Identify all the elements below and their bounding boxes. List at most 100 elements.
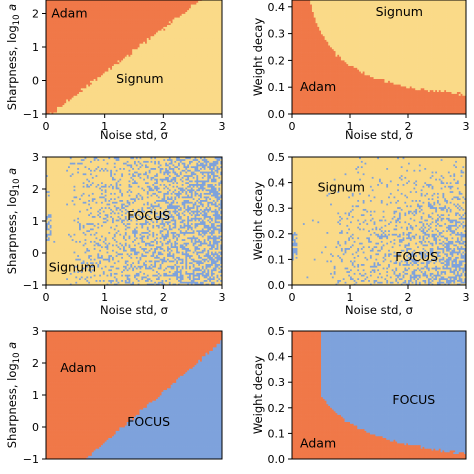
heatmap-cell-signum — [196, 24, 199, 27]
heatmap-cell-signum — [178, 54, 181, 57]
heatmap-cell-signum — [216, 80, 219, 83]
heatmap-cell-signum — [139, 82, 142, 85]
heatmap-cell-signum — [146, 48, 150, 52]
heatmap-cell-signum — [101, 110, 104, 113]
heatmap-cell-signum — [139, 50, 142, 53]
heatmap-cell-signum — [168, 80, 172, 83]
heatmap-cell-signum — [211, 87, 214, 91]
heatmap-cell-signum — [185, 95, 188, 98]
heatmap-cell-signum — [185, 20, 188, 24]
heatmap-cell-signum — [156, 56, 159, 59]
heatmap-cell-signum — [148, 80, 151, 83]
heatmap-cell-signum — [209, 48, 212, 52]
heatmap-cell-signum — [207, 35, 210, 39]
heatmap-cell-signum — [216, 47, 219, 50]
heatmap-cell-signum — [185, 24, 188, 27]
heatmap-cell-signum — [178, 69, 181, 72]
heatmap-cell-signum — [95, 102, 98, 106]
heatmap-cell-signum — [178, 87, 181, 91]
heatmap-cell-signum — [141, 63, 144, 66]
heatmap-cell-signum — [123, 82, 126, 85]
heatmap-cell-adam — [62, 45, 65, 48]
heatmap-cell-adam — [84, 61, 87, 65]
heatmap-cell-signum — [117, 69, 120, 72]
heatmap-cell-adam — [60, 47, 63, 50]
heatmap-cell-adam — [126, 20, 129, 24]
heatmap-cell-adam — [104, 56, 107, 59]
heatmap-cell-adam — [55, 61, 58, 65]
heatmap-cell-adam — [135, 37, 139, 40]
heatmap-cell-adam — [55, 33, 58, 37]
heatmap-cell-signum — [145, 89, 148, 93]
heatmap-cell-signum — [124, 74, 128, 78]
heatmap-cell-adam — [93, 32, 96, 35]
heatmap-cell-adam — [77, 30, 80, 33]
heatmap-cell-adam — [146, 26, 150, 29]
heatmap-cell-signum — [170, 60, 173, 63]
heatmap-cell-signum — [185, 48, 188, 52]
heatmap-cell-signum — [108, 110, 111, 113]
heatmap-cell-signum — [121, 87, 124, 91]
heatmap-cell-adam — [58, 102, 62, 106]
heatmap-cell-signum — [185, 37, 188, 40]
heatmap-cell-signum — [201, 33, 205, 37]
heatmap-cell-adam — [47, 108, 51, 111]
heatmap-cell-signum — [102, 97, 106, 100]
heatmap-cell-adam — [79, 86, 82, 89]
heatmap-cell-signum — [170, 45, 173, 48]
heatmap-cell-signum — [176, 47, 179, 50]
heatmap-cell-adam — [47, 28, 51, 31]
heatmap-cell-adam — [90, 60, 93, 63]
heatmap-cell-signum — [211, 112, 214, 114]
heatmap-cell-adam — [79, 39, 82, 42]
heatmap-cell-signum — [86, 108, 89, 111]
heatmap-cell-adam — [123, 26, 126, 29]
heatmap-cell-adam — [101, 24, 104, 27]
heatmap-cell-signum — [170, 104, 173, 107]
heatmap-cell-adam — [51, 110, 54, 113]
heatmap-cell-adam — [115, 43, 118, 46]
heatmap-cell-signum — [95, 84, 98, 87]
heatmap-cell-signum — [117, 60, 120, 63]
heatmap-cell-adam — [132, 35, 135, 39]
heatmap-cell-signum — [104, 106, 107, 109]
heatmap-cell-signum — [167, 102, 170, 106]
heatmap-cell-signum — [189, 71, 192, 74]
heatmap-cell-signum — [154, 93, 157, 96]
heatmap-cell-adam — [47, 74, 51, 78]
heatmap-cell-signum — [174, 20, 177, 24]
heatmap-cell-signum — [130, 67, 133, 70]
heatmap-cell-signum — [97, 97, 100, 100]
heatmap-cell-adam — [60, 35, 63, 39]
heatmap-cell-signum — [200, 52, 203, 55]
heatmap-cell-signum — [194, 104, 197, 107]
heatmap-cell-signum — [115, 110, 118, 113]
heatmap-cell-adam — [80, 56, 84, 59]
heatmap-cell-adam — [75, 52, 78, 55]
heatmap-cell-adam — [66, 67, 69, 70]
heatmap-cell-signum — [128, 97, 131, 100]
heatmap-cell-signum — [75, 102, 78, 106]
heatmap-cell-signum — [141, 52, 144, 55]
heatmap-cell-signum — [99, 112, 102, 114]
heatmap-cell-adam — [62, 102, 65, 106]
heatmap-cell-adam — [93, 45, 96, 48]
heatmap-cell-signum — [209, 104, 212, 107]
heatmap-cell-adam — [51, 52, 54, 55]
heatmap-cell-signum — [187, 100, 190, 104]
heatmap-cell-adam — [121, 28, 124, 31]
heatmap-cell-adam — [66, 26, 69, 29]
heatmap-cell-signum — [97, 91, 100, 94]
heatmap-cell-signum — [185, 19, 188, 22]
heatmap-cell-signum — [181, 93, 184, 96]
heatmap-cell-signum — [88, 89, 91, 93]
heatmap-cell-signum — [178, 50, 181, 53]
heatmap-cell-signum — [185, 39, 188, 42]
heatmap-cell-adam — [134, 45, 137, 48]
heatmap-cell-adam — [95, 37, 98, 40]
heatmap-cell-signum — [104, 99, 107, 102]
heatmap-cell-signum — [200, 41, 203, 44]
heatmap-cell-adam — [55, 93, 58, 96]
heatmap-cell-signum — [216, 100, 219, 104]
heatmap-cell-adam — [128, 20, 131, 24]
